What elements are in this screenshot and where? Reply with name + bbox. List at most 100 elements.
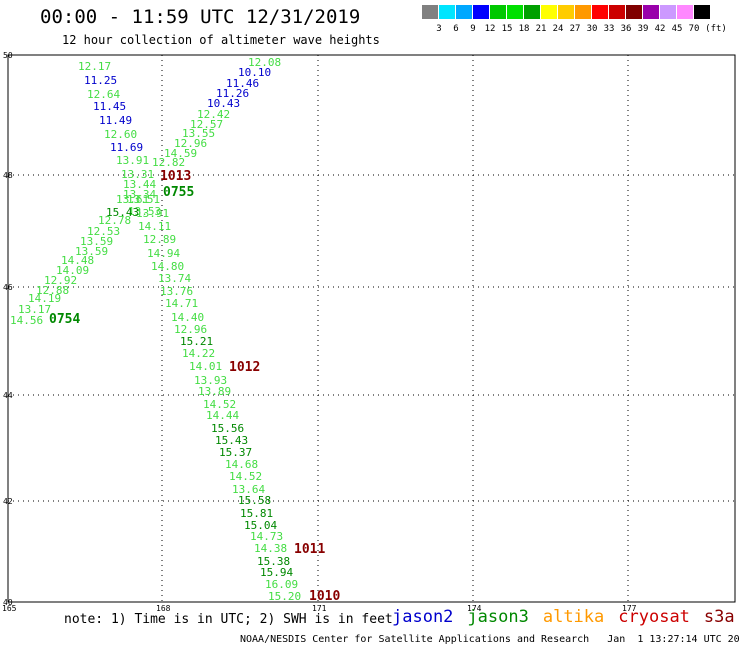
lat-label: 42 <box>3 497 13 506</box>
swh-value: 13.89 <box>198 385 231 398</box>
swh-value: 12.78 <box>98 214 131 227</box>
swh-value: 13.61 <box>116 193 149 206</box>
swh-value: 13.91 <box>136 207 169 220</box>
swh-value: 10.10 <box>238 66 271 79</box>
swh-value: 14.52 <box>229 470 262 483</box>
swh-value: 12.60 <box>104 128 137 141</box>
swh-value: 14.56 <box>10 314 43 327</box>
swh-value: 13.59 <box>75 245 108 258</box>
swh-value: 15.43 <box>106 206 139 219</box>
swh-value: 13.64 <box>232 483 265 496</box>
scale-swatch <box>422 5 438 19</box>
scale-swatch <box>694 5 710 19</box>
swh-value: 15.38 <box>257 555 290 568</box>
scale-swatch <box>626 5 642 19</box>
scale-swatch <box>575 5 591 19</box>
swh-value: 15.94 <box>260 566 293 579</box>
swh-value: 13.76 <box>160 285 193 298</box>
swh-value: 15.58 <box>238 494 271 507</box>
swh-value: 15.20 <box>268 590 301 603</box>
scale-label: 39 <box>637 24 649 34</box>
swh-value: 14.80 <box>151 260 184 273</box>
scale-swatch <box>507 5 523 19</box>
swh-value: 13.44 <box>123 178 156 191</box>
swh-value: 12.88 <box>36 284 69 297</box>
scale-label: 70 <box>688 24 700 34</box>
swh-value: 15.43 <box>215 434 248 447</box>
swh-value: 13.93 <box>194 374 227 387</box>
swh-value: 14.59 <box>164 147 197 160</box>
scale-label: 33 <box>603 24 615 34</box>
swh-value: 12.64 <box>87 88 120 101</box>
swh-value: 12.17 <box>78 60 111 73</box>
scale-label: 27 <box>569 24 581 34</box>
swh-value: 14.71 <box>165 297 198 310</box>
swh-value: 14.68 <box>225 458 258 471</box>
swh-value: 14.09 <box>56 264 89 277</box>
satellite-legend: jason2 jason3 altika cryosat s3a <box>392 607 740 627</box>
swh-value: 10.43 <box>207 97 240 110</box>
scale-swatch <box>439 5 455 19</box>
swh-value: 11.49 <box>99 114 132 127</box>
scale-label: 3 <box>436 24 442 34</box>
pass-time-label: 0755 <box>163 185 194 200</box>
swh-value: 14.01 <box>189 360 222 373</box>
footnote: note: 1) Time is in UTC; 2) SWH is in fe… <box>64 612 393 627</box>
scale-label: 45 <box>671 24 683 34</box>
pass-time-label: 1013 <box>160 169 191 184</box>
swh-value: 13.34 <box>123 188 156 201</box>
swh-value: 12.42 <box>197 108 230 121</box>
swh-value: 12.92 <box>44 274 77 287</box>
swh-value: 13.53 <box>128 205 161 218</box>
swh-value: 14.94 <box>147 247 180 260</box>
swh-value: 13.74 <box>158 272 191 285</box>
swh-value: 11.25 <box>84 74 117 87</box>
pass-time-label: 1011 <box>294 542 325 557</box>
credit-line: NOAA/NESDIS Center for Satellite Applica… <box>240 634 740 645</box>
legend-jason2: jason2 <box>392 607 454 627</box>
swh-value: 15.04 <box>244 519 277 532</box>
swh-value: 14.73 <box>250 530 283 543</box>
swh-value: 12.96 <box>174 323 207 336</box>
chart-title: 00:00 - 11:59 UTC 12/31/2019 <box>40 6 361 28</box>
lat-label: 40 <box>3 598 13 607</box>
scale-swatch <box>490 5 506 19</box>
lon-label: 174 <box>467 604 482 613</box>
map-frame <box>7 54 736 603</box>
pass-time-label: 1010 <box>309 589 340 604</box>
pass-time-label: 0754 <box>49 312 80 327</box>
lat-label: 50 <box>3 51 13 60</box>
swh-value: 12.08 <box>248 56 281 69</box>
scale-label: 12 <box>484 24 496 34</box>
swh-value: 15.21 <box>180 335 213 348</box>
scale-label: 18 <box>518 24 530 34</box>
swh-value: 15.37 <box>219 446 252 459</box>
swh-value: 14.52 <box>203 398 236 411</box>
swh-value: 14.11 <box>138 220 171 233</box>
swh-value: 12.89 <box>143 233 176 246</box>
scale-label: 36 <box>620 24 632 34</box>
swh-value: 14.44 <box>206 409 239 422</box>
swh-value: 11.69 <box>110 141 143 154</box>
lon-label: 171 <box>312 604 327 613</box>
scale-label: 15 <box>501 24 513 34</box>
swh-value: 13.59 <box>80 235 113 248</box>
swh-value: 13.55 <box>182 127 215 140</box>
scale-label: 30 <box>586 24 598 34</box>
scale-swatch <box>592 5 608 19</box>
swh-value: 13.51 <box>127 193 160 206</box>
scale-swatch <box>473 5 489 19</box>
pass-time-label: 1012 <box>229 360 260 375</box>
swh-value: 14.38 <box>254 542 287 555</box>
swh-value: 14.48 <box>61 254 94 267</box>
swh-value: 11.45 <box>93 100 126 113</box>
chart-subtitle: 12 hour collection of altimeter wave hei… <box>62 33 380 47</box>
scale-swatch <box>524 5 540 19</box>
scale-swatch <box>541 5 557 19</box>
scale-swatch <box>609 5 625 19</box>
scale-swatch <box>677 5 693 19</box>
scale-swatch <box>660 5 676 19</box>
scale-swatch <box>643 5 659 19</box>
swh-value: 11.46 <box>226 77 259 90</box>
